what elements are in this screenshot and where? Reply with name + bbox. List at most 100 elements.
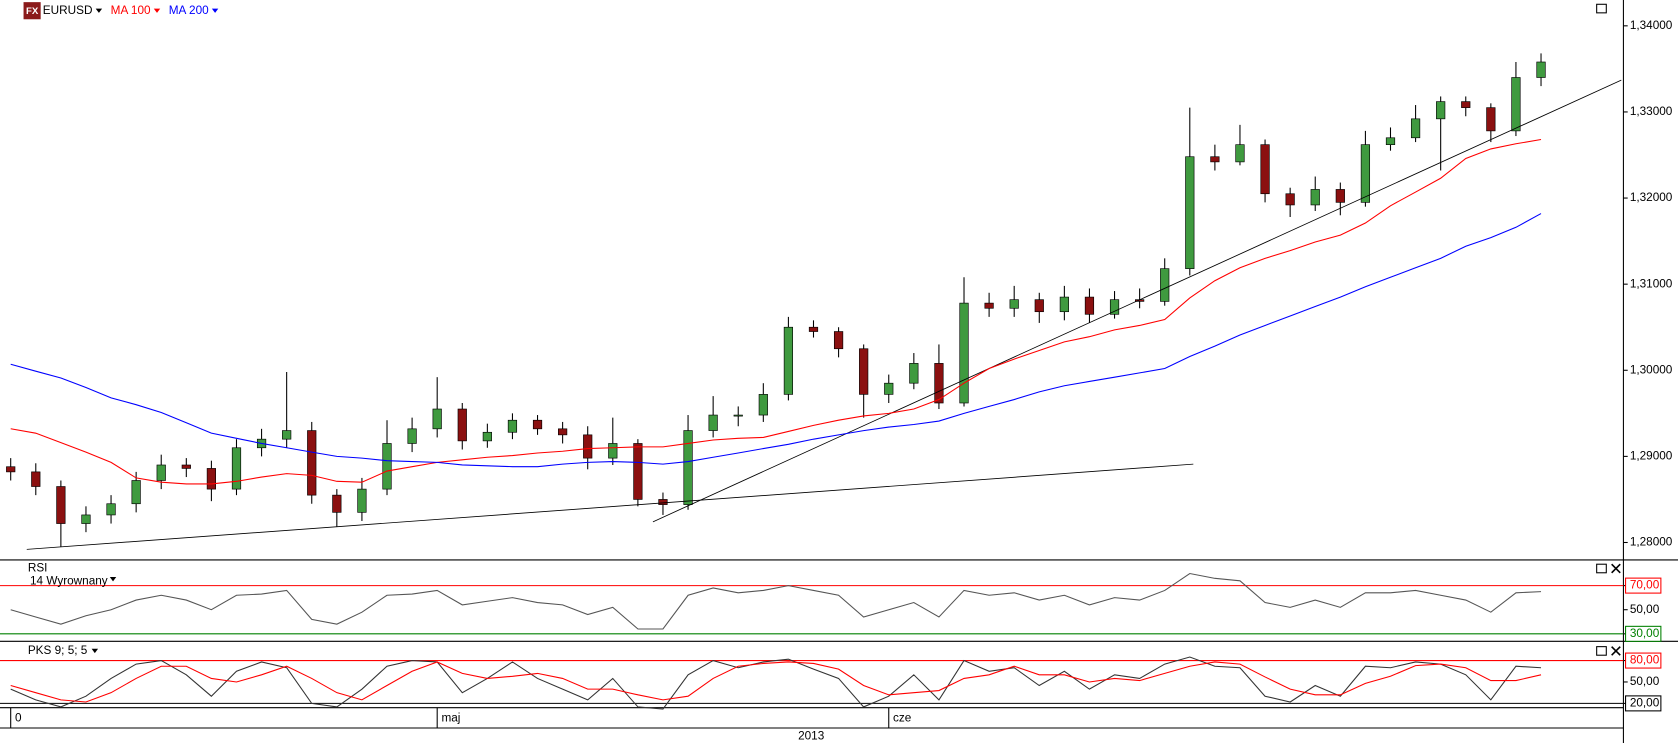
- candle-body: [833, 331, 844, 350]
- series-line: [10, 138, 1542, 485]
- candle-body: [1160, 268, 1170, 302]
- indicator-title: PKS 9; 5; 5: [28, 644, 88, 657]
- candle-body: [206, 468, 217, 490]
- series-line: [10, 661, 1542, 703]
- y-tick-label: 1,32000: [1630, 191, 1673, 204]
- candle-body: [708, 414, 718, 431]
- candle-body: [507, 419, 518, 433]
- y-tick-highlight: [1625, 577, 1662, 594]
- candle-body: [382, 443, 392, 490]
- series-line: [10, 656, 1542, 710]
- candle-body: [1486, 107, 1496, 132]
- dropdown-arrow[interactable]: [153, 8, 161, 13]
- y-tick-label: 1,30000: [1630, 363, 1673, 376]
- trendline: [26, 463, 1194, 550]
- candle-body: [583, 434, 593, 459]
- candle-body: [733, 414, 743, 417]
- candle-body: [1109, 299, 1120, 315]
- candle-body: [156, 464, 166, 481]
- candle-body: [231, 447, 242, 490]
- candle-body: [1059, 296, 1069, 313]
- candle-body: [608, 443, 618, 459]
- candle-body: [683, 430, 693, 505]
- candle-body: [808, 326, 819, 332]
- candle-body: [1536, 61, 1546, 78]
- indicator-title: RSI: [28, 562, 48, 575]
- legend-entry[interactable]: MA 200: [169, 4, 209, 17]
- candle-body: [1335, 189, 1345, 203]
- candle-body: [56, 486, 66, 524]
- y-tick-label: 80,00: [1630, 654, 1660, 667]
- y-tick-label: 20,00: [1630, 696, 1660, 709]
- y-tick-label: 50,00: [1630, 675, 1660, 688]
- legend-entry[interactable]: MA 100: [111, 4, 151, 17]
- maximize-button[interactable]: [1596, 563, 1607, 574]
- y-tick-highlight: [1625, 625, 1662, 642]
- candle-body: [1084, 296, 1095, 315]
- candle-body: [959, 302, 969, 404]
- trendline: [652, 79, 1622, 523]
- candle-body: [457, 408, 467, 442]
- close-button[interactable]: [1611, 563, 1621, 574]
- y-tick-highlight: [1625, 695, 1662, 712]
- candle-body: [1461, 101, 1471, 108]
- x-tick-label: cze: [893, 711, 912, 724]
- candle-body: [1260, 144, 1270, 195]
- y-tick-highlight: [1625, 652, 1662, 669]
- candle-body: [1009, 299, 1019, 309]
- y-tick-label: 50,00: [1630, 603, 1660, 616]
- candle-body: [432, 408, 442, 430]
- candle-body: [859, 348, 869, 395]
- x-tick-label: maj: [441, 711, 460, 724]
- series-line: [10, 572, 1542, 630]
- maximize-button[interactable]: [1596, 3, 1607, 14]
- candle-body: [783, 326, 794, 395]
- y-tick-label: 30,00: [1630, 627, 1660, 640]
- candle-body: [909, 363, 919, 384]
- candle-body: [81, 514, 91, 524]
- dropdown-arrow[interactable]: [91, 648, 99, 654]
- dropdown-arrow[interactable]: [109, 577, 117, 582]
- candle-body: [1034, 299, 1044, 313]
- candle-body: [1511, 77, 1521, 132]
- y-tick-label: 1,28000: [1630, 536, 1673, 549]
- candle-body: [106, 503, 116, 516]
- y-tick-label: 70,00: [1630, 579, 1660, 592]
- candle-body: [6, 466, 16, 473]
- candle-body: [1285, 193, 1295, 206]
- close-button[interactable]: [1611, 646, 1621, 656]
- candle-body: [633, 443, 643, 500]
- candle-body: [1210, 156, 1220, 163]
- candle-body: [1410, 118, 1421, 139]
- candle-body: [181, 464, 191, 469]
- dropdown-arrow[interactable]: [95, 8, 103, 13]
- candle-body: [307, 430, 317, 496]
- candle-body: [758, 394, 768, 416]
- candle-body: [407, 428, 417, 444]
- chart-title: EURUSD: [43, 4, 93, 17]
- candle-body: [884, 382, 894, 395]
- fx-icon: [23, 2, 41, 20]
- candle-body: [532, 419, 543, 430]
- indicator-params: 14 Wyrownany: [30, 574, 108, 587]
- y-tick-label: 1,29000: [1630, 449, 1673, 462]
- candle-body: [482, 431, 492, 442]
- candle-body: [31, 471, 41, 487]
- candle-body: [658, 499, 668, 505]
- dropdown-arrow[interactable]: [211, 8, 219, 13]
- maximize-button[interactable]: [1596, 646, 1607, 656]
- y-tick-label: 1,31000: [1630, 277, 1673, 290]
- y-tick-label: 1,34000: [1630, 19, 1673, 32]
- series-line: [10, 213, 1542, 468]
- x-period-label: 2013: [798, 730, 825, 743]
- fx-icon-text: FX: [26, 6, 39, 17]
- y-tick-label: 1,33000: [1630, 105, 1673, 118]
- candle-body: [558, 428, 568, 436]
- candle-body: [1385, 137, 1396, 145]
- candle-body: [984, 302, 994, 309]
- candle-body: [934, 363, 944, 404]
- x-tick-label: 0: [15, 711, 22, 724]
- candle-body: [1310, 189, 1320, 206]
